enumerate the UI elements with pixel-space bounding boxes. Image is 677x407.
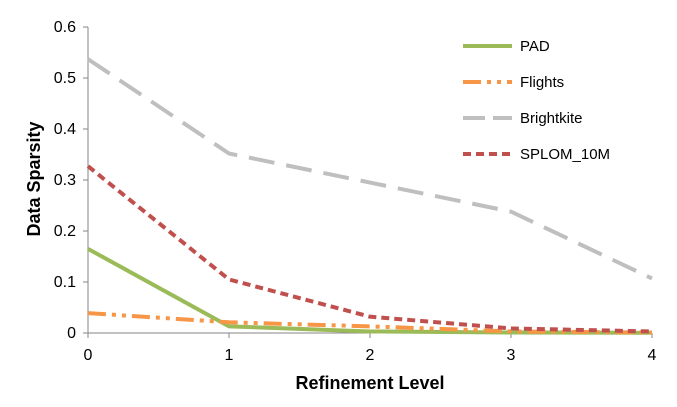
series-line-brightkite	[86, 57, 653, 281]
y-tick-label: 0.6	[54, 19, 76, 36]
x-axis-title: Refinement Level	[295, 373, 444, 393]
legend-label-splom-10m: SPLOM_10M	[520, 146, 610, 163]
x-tick-label: 3	[507, 347, 516, 364]
y-tick-label: 0.5	[54, 70, 76, 87]
x-tick-label: 4	[648, 347, 657, 364]
y-tick-label: 0.2	[54, 223, 76, 240]
series-line-pad	[87, 247, 653, 335]
y-tick-label: 0.1	[54, 274, 76, 291]
series-line-splom-10m	[86, 164, 653, 334]
legend-label-flights: Flights	[520, 74, 564, 91]
y-axis-title: Data Sparsity	[24, 121, 44, 236]
legend-label-brightkite: Brightkite	[520, 110, 583, 127]
series-lines	[86, 57, 653, 335]
y-tick-label: 0	[67, 325, 76, 342]
y-tick-label: 0.3	[54, 172, 76, 189]
x-tick-label: 2	[366, 347, 375, 364]
x-tick-label: 0	[84, 347, 93, 364]
x-tick-label: 1	[225, 347, 234, 364]
legend-label-pad: PAD	[520, 38, 550, 55]
legend: PAD Flights Brightkite SPLOM_10M	[463, 38, 610, 163]
y-tick-label: 0.4	[54, 121, 76, 138]
series-line-flights	[87, 311, 653, 335]
axes: 0 0.1 0.2 0.3 0.4 0.5 0.6 0 1 2 3 4	[54, 19, 657, 364]
